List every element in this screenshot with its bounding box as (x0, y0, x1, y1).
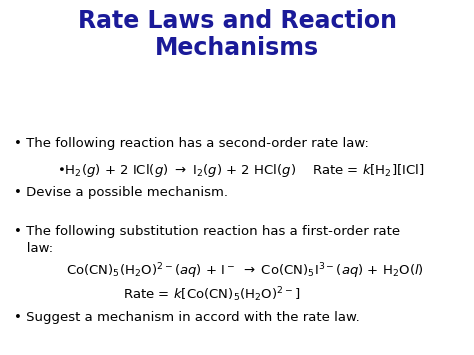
Text: • Suggest a mechanism in accord with the rate law.: • Suggest a mechanism in accord with the… (14, 311, 360, 324)
Text: Co(CN)$_5$(H$_2$O)$^{2-}$($aq$) + I$^-$ $\rightarrow$ Co(CN)$_5$I$^{3-}$($aq$) +: Co(CN)$_5$(H$_2$O)$^{2-}$($aq$) + I$^-$ … (66, 261, 424, 280)
Text: • The following reaction has a second-order rate law:: • The following reaction has a second-or… (14, 137, 369, 150)
Text: •H$_2$($g$) + 2 ICl($g$) $\rightarrow$ I$_2$($g$) + 2 HCl($g$)    Rate = $k$[H$_: •H$_2$($g$) + 2 ICl($g$) $\rightarrow$ I… (57, 162, 424, 179)
Text: Rate Laws and Reaction
Mechanisms: Rate Laws and Reaction Mechanisms (78, 9, 396, 60)
Text: • The following substitution reaction has a first-order rate
   law:: • The following substitution reaction ha… (14, 225, 401, 256)
Text: • Devise a possible mechanism.: • Devise a possible mechanism. (14, 186, 228, 200)
Text: Rate = $k$[Co(CN)$_5$(H$_2$O)$^{2-}$]: Rate = $k$[Co(CN)$_5$(H$_2$O)$^{2-}$] (123, 286, 301, 305)
